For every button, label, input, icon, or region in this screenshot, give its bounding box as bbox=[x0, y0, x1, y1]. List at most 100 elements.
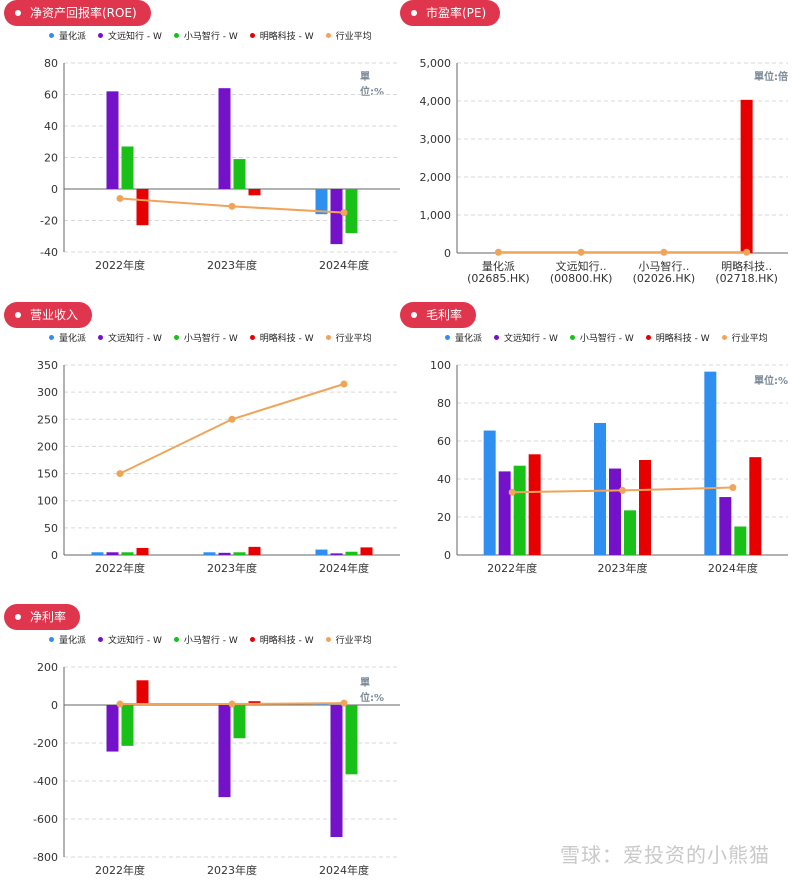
y-tick-label: 3,000 bbox=[420, 133, 452, 146]
y-tick-label: 0 bbox=[51, 549, 58, 562]
roe-chart: -40 -20 0 20 40 60 80 2022年度 2023年度 2024年度 bbox=[40, 57, 400, 272]
y-tick-label: 200 bbox=[37, 661, 58, 674]
bar bbox=[330, 705, 343, 838]
y-tick-label: 150 bbox=[37, 468, 58, 481]
legend-dot-icon bbox=[721, 334, 727, 340]
legend-label: 小马智行 - W bbox=[579, 333, 634, 344]
bar bbox=[749, 457, 762, 555]
legend-label: 行业平均 bbox=[335, 31, 372, 42]
revenue-panel: 营业收入 量化派 文远知行 - W 小马智行 - W 明略科技 - W 行业平均 0 50… bbox=[4, 302, 400, 587]
bar bbox=[233, 705, 246, 739]
legend-item[interactable]: 量化派 bbox=[49, 28, 86, 42]
roe-unit-label: 單位:% bbox=[360, 72, 385, 98]
pe-title: 市盈率(PE) bbox=[426, 6, 487, 20]
legend-item[interactable]: 小马智行 - W bbox=[173, 632, 238, 646]
bar bbox=[528, 454, 541, 555]
legend-item[interactable]: 行业平均 bbox=[721, 330, 768, 344]
legend-dot-icon bbox=[249, 334, 255, 340]
legend-dot-icon bbox=[249, 636, 255, 642]
revenue-title-pill: 营业收入 bbox=[4, 302, 93, 328]
x-tick-label: 2023年度 bbox=[598, 561, 648, 575]
roe-title: 净资产回报率(ROE) bbox=[30, 6, 137, 20]
legend-item[interactable]: 文远知行 - W bbox=[98, 330, 162, 344]
legend-item[interactable]: 明略科技 - W bbox=[249, 330, 314, 344]
bar bbox=[594, 422, 606, 555]
legend-label: 量化派 bbox=[59, 333, 87, 344]
bar bbox=[609, 468, 621, 555]
legend-item[interactable]: 文远知行 - W bbox=[494, 330, 558, 344]
average-point bbox=[619, 486, 626, 494]
bar bbox=[106, 552, 119, 555]
x-tick-label: 2024年度 bbox=[708, 561, 758, 575]
average-line bbox=[119, 383, 345, 475]
legend-dot-icon bbox=[173, 32, 179, 38]
legend-item[interactable]: 行业平均 bbox=[325, 330, 372, 344]
x-tick-label: (02026.HK) bbox=[633, 272, 696, 285]
legend-item[interactable]: 明略科技 - W bbox=[249, 28, 314, 42]
gross-margin-unit-label: 單位:% bbox=[754, 376, 789, 387]
legend-label: 量化派 bbox=[59, 31, 87, 42]
legend-item[interactable]: 明略科技 - W bbox=[249, 632, 314, 646]
pe-unit-label: 單位:倍 bbox=[754, 72, 788, 83]
average-point bbox=[340, 380, 348, 388]
legend-label: 文远知行 - W bbox=[108, 635, 162, 646]
y-tick-label: 40 bbox=[44, 120, 58, 133]
bar bbox=[740, 99, 753, 253]
legend-item[interactable]: 文远知行 - W bbox=[98, 632, 162, 646]
legend-dot-icon bbox=[49, 32, 54, 38]
x-tick-label: (00800.HK) bbox=[550, 272, 613, 285]
net-margin-panel: 净利率 量化派 文远知行 - W 小马智行 - W 明略科技 - W 行业平均 單位:%… bbox=[4, 604, 400, 882]
legend-dot-icon bbox=[98, 32, 104, 38]
bar bbox=[345, 705, 358, 775]
legend-label: 量化派 bbox=[455, 333, 483, 344]
legend-item[interactable]: 量化派 bbox=[49, 330, 86, 344]
revenue-legend[interactable]: 量化派 文远知行 - W 小马智行 - W 明略科技 - W 行业平均 bbox=[49, 330, 372, 344]
legend-item[interactable]: 文远知行 - W bbox=[98, 28, 162, 42]
revenue-chart: 0 50 100 150 200 250 300 350 2022年度 2023年度 2024年度 bbox=[37, 359, 400, 575]
bar bbox=[330, 553, 343, 555]
bar bbox=[639, 460, 651, 555]
y-tick-label: 2,000 bbox=[420, 171, 452, 184]
legend-item[interactable]: 小马智行 - W bbox=[173, 28, 238, 42]
legend-item[interactable]: 行业平均 bbox=[325, 28, 372, 42]
x-tick-label: 2022年度 bbox=[95, 863, 145, 877]
y-tick-label: 80 bbox=[44, 57, 58, 70]
legend-item[interactable]: 量化派 bbox=[445, 330, 482, 344]
legend-item[interactable]: 小马智行 - W bbox=[569, 330, 634, 344]
pe-title-pill: 市盈率(PE) bbox=[400, 0, 501, 26]
bar bbox=[218, 552, 231, 555]
legend-item[interactable]: 量化派 bbox=[49, 632, 86, 646]
revenue-title: 营业收入 bbox=[30, 308, 79, 322]
legend-dot-icon bbox=[445, 334, 450, 340]
net-margin-title: 净利率 bbox=[30, 610, 67, 624]
legend-item[interactable]: 行业平均 bbox=[325, 632, 372, 646]
legend-label: 明略科技 - W bbox=[655, 333, 710, 344]
y-tick-label: 250 bbox=[37, 413, 58, 426]
net-margin-legend[interactable]: 量化派 文远知行 - W 小马智行 - W 明略科技 - W 行业平均 bbox=[49, 632, 372, 646]
y-tick-label: 100 bbox=[430, 359, 451, 372]
legend-item[interactable]: 明略科技 - W bbox=[645, 330, 710, 344]
bar bbox=[106, 705, 119, 752]
y-tick-label: 100 bbox=[37, 495, 58, 508]
legend-dot-icon bbox=[98, 636, 104, 642]
bar bbox=[203, 552, 216, 555]
pill-dot-icon bbox=[15, 10, 21, 16]
y-tick-label: 20 bbox=[437, 511, 451, 524]
y-tick-label: -40 bbox=[40, 246, 58, 259]
average-point bbox=[577, 248, 585, 256]
average-point bbox=[743, 248, 751, 256]
net-margin-unit-label: 單位:% bbox=[360, 678, 385, 704]
legend-dot-icon bbox=[98, 334, 104, 340]
average-point bbox=[228, 700, 236, 708]
legend-dot-icon bbox=[249, 32, 255, 38]
legend-dot-icon bbox=[569, 334, 575, 340]
roe-legend[interactable]: 量化派 文远知行 - W 小马智行 - W 明略科技 - W 行业平均 bbox=[49, 28, 372, 42]
legend-item[interactable]: 小马智行 - W bbox=[173, 330, 238, 344]
x-tick-label: 文远知行.. bbox=[556, 259, 607, 273]
average-point bbox=[494, 248, 502, 256]
x-tick-label: 2023年度 bbox=[207, 258, 257, 272]
pill-dot-icon bbox=[411, 312, 417, 318]
legend-dot-icon bbox=[645, 334, 651, 340]
average-point bbox=[340, 699, 348, 707]
gross-margin-legend[interactable]: 量化派 文远知行 - W 小马智行 - W 明略科技 - W 行业平均 bbox=[445, 330, 768, 344]
